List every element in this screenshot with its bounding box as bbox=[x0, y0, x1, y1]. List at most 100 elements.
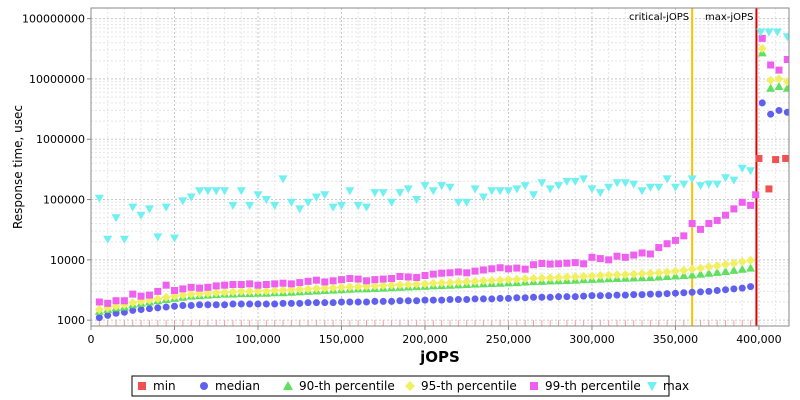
data-point bbox=[620, 179, 630, 188]
data-point bbox=[512, 185, 522, 194]
y-axis-title: Response time, usec bbox=[11, 105, 25, 229]
data-point bbox=[354, 298, 362, 306]
data-point bbox=[595, 189, 605, 198]
data-point bbox=[530, 261, 538, 269]
data-point bbox=[304, 277, 312, 285]
y-axis-ticks: 1000 10000 100000 1000000 10000000 100000000 bbox=[22, 13, 91, 327]
data-point bbox=[278, 285, 288, 295]
data-point bbox=[645, 183, 655, 192]
data-point bbox=[204, 301, 212, 309]
data-point bbox=[453, 198, 463, 207]
data-point bbox=[712, 267, 722, 276]
data-point bbox=[145, 291, 153, 299]
data-point bbox=[722, 286, 730, 294]
data-point bbox=[479, 295, 487, 303]
data-point bbox=[304, 299, 312, 307]
data-point bbox=[488, 295, 496, 303]
data-point bbox=[120, 297, 128, 305]
x-tick-label: 400,000 bbox=[736, 333, 782, 346]
data-point bbox=[746, 263, 756, 272]
data-point bbox=[128, 203, 138, 212]
data-point bbox=[438, 296, 446, 304]
data-point bbox=[104, 311, 112, 319]
data-point bbox=[212, 301, 220, 309]
data-point bbox=[588, 253, 596, 261]
data-point bbox=[613, 252, 621, 260]
data-point bbox=[395, 280, 405, 290]
data-point bbox=[112, 309, 120, 317]
data-point bbox=[203, 288, 213, 298]
data-point bbox=[286, 285, 296, 295]
data-point bbox=[321, 278, 329, 286]
data-point bbox=[370, 281, 380, 291]
marker-label-0: critical-jOPS bbox=[629, 12, 689, 23]
data-point bbox=[696, 288, 704, 296]
x-axis-title: jOPS bbox=[419, 348, 460, 366]
data-point bbox=[663, 290, 671, 298]
data-point bbox=[765, 185, 773, 193]
data-point bbox=[196, 284, 204, 292]
data-point bbox=[747, 283, 755, 291]
y-tick-label: 100000 bbox=[43, 194, 85, 207]
data-point bbox=[705, 220, 713, 228]
x-tick-label: 0 bbox=[88, 333, 95, 346]
data-point bbox=[629, 180, 639, 189]
data-point bbox=[228, 201, 238, 210]
data-point bbox=[530, 293, 538, 301]
data-point bbox=[782, 33, 789, 42]
data-point bbox=[337, 276, 345, 284]
data-point bbox=[428, 187, 438, 196]
data-point bbox=[420, 182, 430, 191]
data-point bbox=[638, 291, 646, 299]
data-point bbox=[320, 191, 330, 200]
data-point bbox=[605, 292, 613, 300]
data-point bbox=[404, 273, 412, 281]
data-point bbox=[721, 267, 731, 276]
data-point bbox=[705, 287, 713, 295]
data-point bbox=[520, 182, 530, 191]
legend-label: max bbox=[663, 379, 689, 393]
data-point bbox=[783, 108, 789, 116]
data-point bbox=[187, 283, 195, 291]
data-point bbox=[479, 266, 487, 274]
data-point bbox=[579, 271, 589, 281]
data-point bbox=[613, 291, 621, 299]
data-point bbox=[775, 106, 783, 114]
data-point bbox=[704, 262, 714, 272]
data-point bbox=[503, 275, 513, 285]
data-point bbox=[169, 234, 179, 243]
plot-frame bbox=[90, 7, 790, 327]
data-point bbox=[454, 268, 462, 276]
data-point bbox=[179, 301, 187, 309]
data-point bbox=[637, 187, 647, 196]
legend-symbol bbox=[200, 382, 208, 390]
series-95-th-percentile bbox=[94, 43, 789, 315]
legend: min median 90-th percentile 95-th percentil… bbox=[131, 375, 689, 397]
data-point bbox=[775, 66, 783, 74]
data-point bbox=[303, 198, 313, 207]
data-point bbox=[604, 183, 614, 192]
data-point bbox=[144, 205, 154, 214]
data-point bbox=[554, 182, 564, 191]
data-point bbox=[679, 271, 689, 280]
data-point bbox=[563, 293, 571, 301]
data-point bbox=[721, 259, 731, 269]
x-tick-label: 100,000 bbox=[235, 333, 281, 346]
data-point bbox=[396, 272, 404, 280]
legend-label: 90-th percentile bbox=[299, 379, 395, 393]
legend-symbol bbox=[647, 382, 657, 391]
data-point bbox=[662, 175, 672, 184]
data-point bbox=[295, 284, 305, 294]
data-point bbox=[712, 261, 722, 271]
data-point bbox=[513, 294, 521, 302]
data-point bbox=[596, 255, 604, 263]
data-point bbox=[161, 203, 171, 212]
data-point bbox=[278, 175, 288, 184]
data-point bbox=[220, 187, 230, 196]
data-point bbox=[270, 286, 280, 296]
data-point bbox=[254, 300, 262, 308]
data-point bbox=[555, 260, 563, 268]
data-point bbox=[112, 297, 120, 305]
data-point bbox=[329, 299, 337, 307]
